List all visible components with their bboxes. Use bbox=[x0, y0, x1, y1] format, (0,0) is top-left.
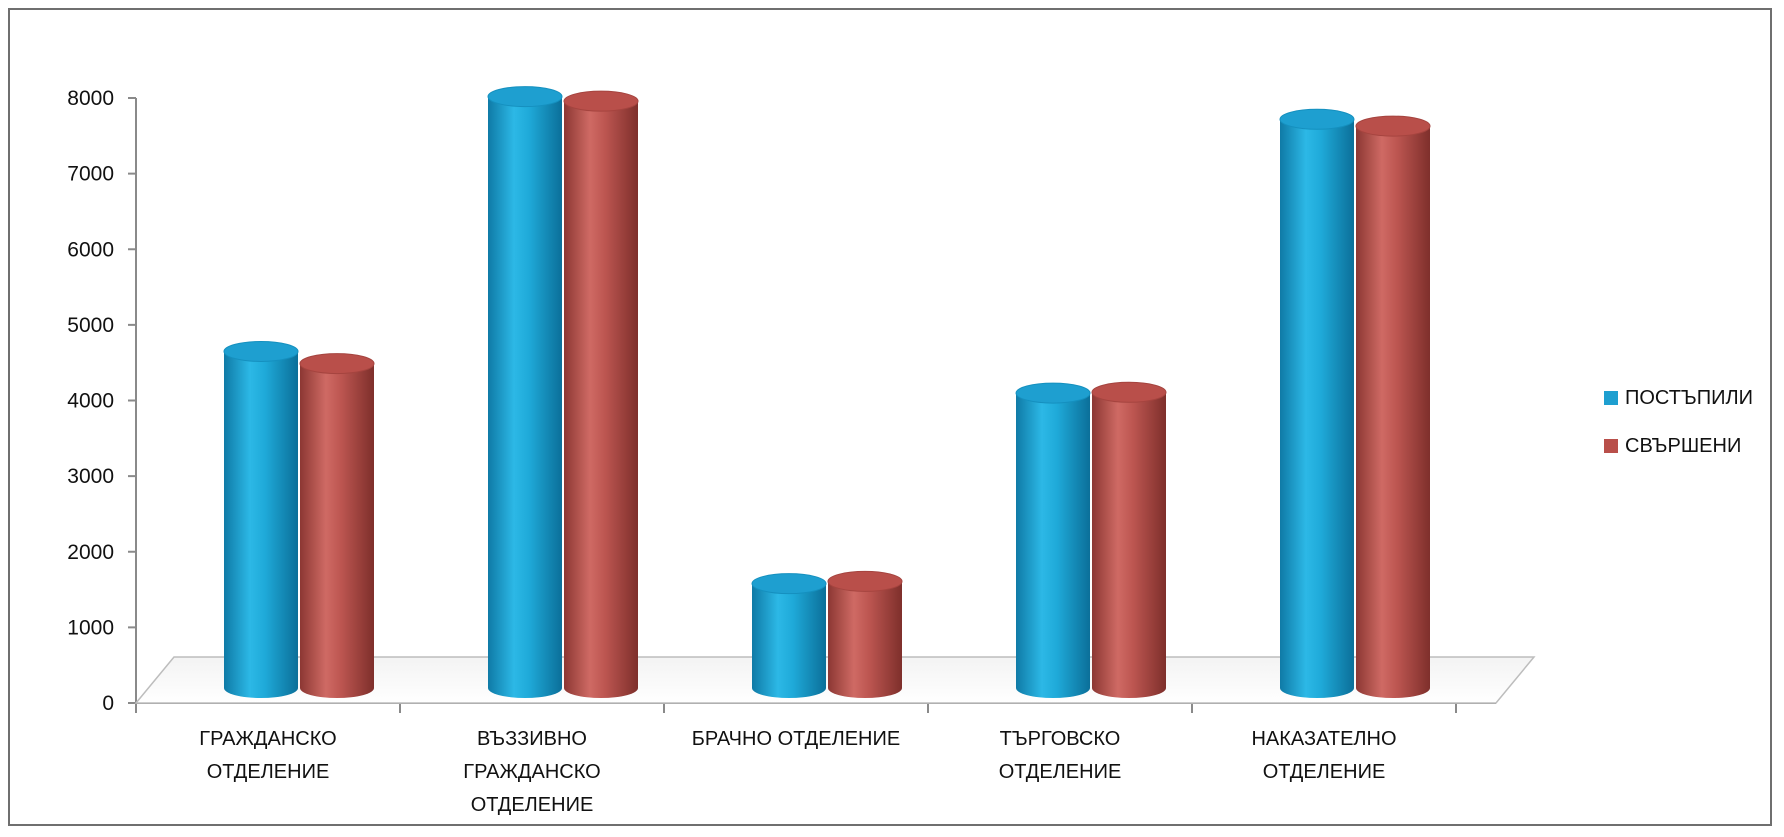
x-category-label: ТЪРГОВСКО bbox=[1000, 728, 1121, 750]
bars-layer bbox=[223, 86, 1431, 699]
y-tick-label: 3000 bbox=[67, 465, 114, 488]
bar-svurshen-0 bbox=[299, 353, 375, 698]
bar-body bbox=[1356, 126, 1430, 698]
y-tick-label: 0 bbox=[102, 692, 114, 715]
bar-postupili-2 bbox=[751, 573, 827, 698]
bar-top bbox=[299, 353, 375, 375]
x-category-label: ГРАЖДАНСКО bbox=[199, 728, 336, 750]
bar-svurshen-2 bbox=[827, 570, 903, 698]
bar-body bbox=[564, 101, 638, 698]
y-tick-label: 7000 bbox=[67, 163, 114, 186]
legend-label: СВЪРШЕНИ bbox=[1625, 435, 1741, 457]
bar-body bbox=[828, 581, 902, 698]
legend-swatch bbox=[1604, 391, 1618, 405]
bar-body bbox=[1280, 119, 1354, 699]
x-category-label: БРАЧНО ОТДЕЛЕНИЕ bbox=[692, 728, 900, 750]
bar-top bbox=[563, 90, 639, 112]
labels-layer: ГРАЖДАНСКО ОТДЕЛЕНИЕ ВЪЗЗИВНО ГРАЖДАНСКО ОТД… bbox=[199, 728, 1396, 816]
bar-body bbox=[488, 96, 562, 699]
x-category-label: ОТДЕЛЕНИЕ bbox=[999, 761, 1122, 783]
legend-label: ПОСТЪПИЛИ bbox=[1625, 387, 1753, 409]
bar-postupili-1 bbox=[487, 86, 563, 699]
legend: ПОСТЪПИЛИ СВЪРШЕНИ bbox=[1604, 387, 1753, 457]
bar-svurshen-3 bbox=[1091, 381, 1167, 698]
bar-postupili-3 bbox=[1015, 382, 1091, 698]
y-tick-label: 2000 bbox=[67, 541, 114, 564]
y-tick-label: 6000 bbox=[67, 238, 114, 261]
x-category-label: НАКАЗАТЕЛНО bbox=[1251, 728, 1396, 750]
bar-top bbox=[1279, 108, 1355, 130]
bar-top bbox=[1091, 381, 1167, 403]
bar-top bbox=[751, 573, 827, 595]
bar-body bbox=[752, 583, 826, 698]
bar-postupili-0 bbox=[223, 340, 299, 698]
x-category-label: ОТДЕЛЕНИЕ bbox=[471, 794, 594, 816]
y-tick-label: 1000 bbox=[67, 616, 114, 639]
bar-svurshen-4 bbox=[1355, 115, 1431, 698]
x-category-label: ГРАЖДАНСКО bbox=[463, 761, 600, 783]
bar-body bbox=[224, 351, 298, 698]
bar-svurshen-1 bbox=[563, 90, 639, 698]
y-tick-label: 4000 bbox=[67, 390, 114, 413]
bar-body bbox=[1016, 393, 1090, 698]
x-category-label: ОТДЕЛЕНИЕ bbox=[207, 761, 330, 783]
bar-top bbox=[1015, 382, 1091, 404]
x-category-label: ОТДЕЛЕНИЕ bbox=[1263, 761, 1386, 783]
bar-top bbox=[487, 86, 563, 108]
bar-top bbox=[223, 340, 299, 362]
bar-postupili-4 bbox=[1279, 108, 1355, 699]
bar-top bbox=[827, 570, 903, 592]
bar-body bbox=[300, 363, 374, 698]
legend-swatch bbox=[1604, 439, 1618, 453]
x-category-label: ВЪЗЗИВНО bbox=[477, 728, 587, 750]
bar-body bbox=[1092, 392, 1166, 698]
y-tick-label: 5000 bbox=[67, 314, 114, 337]
y-tick-label: 8000 bbox=[67, 87, 114, 110]
bar-top bbox=[1355, 115, 1431, 137]
